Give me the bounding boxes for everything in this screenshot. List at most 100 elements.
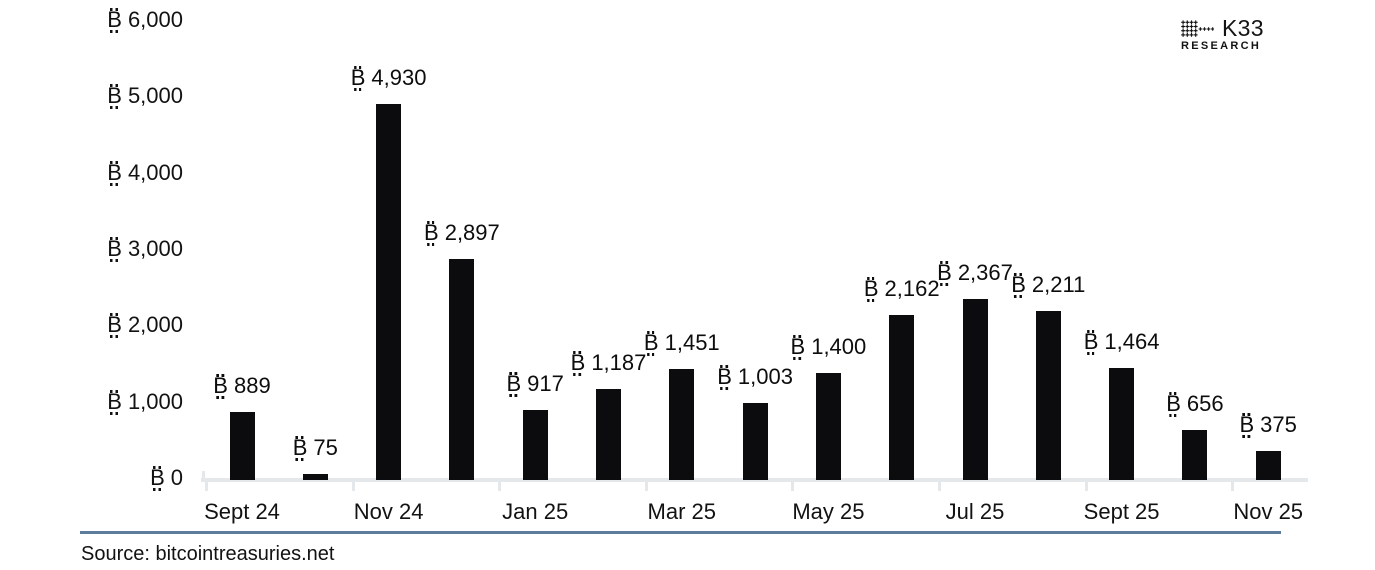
label-value: 4,000 (127, 159, 183, 185)
bitcoin-symbol-icon: B (1239, 412, 1255, 439)
bar-value-label-sept-25: B 1,464 (1083, 329, 1160, 356)
label-value: 2,000 (127, 312, 183, 338)
bar-value-label-jan-25: B 917 (506, 371, 564, 397)
label-value: 1,451 (664, 330, 720, 356)
bar-oct-25 (1182, 429, 1208, 480)
x-axis-tick (351, 481, 355, 491)
bitcoin-symbol-icon: B (292, 435, 308, 462)
label-value: 656 (1186, 390, 1224, 416)
bitcoin-symbol-icon: B (107, 388, 122, 415)
x-axis-label: Sept 25 (1083, 499, 1160, 524)
x-axis-tick (205, 481, 208, 491)
label-value: 2,162 (884, 275, 940, 301)
label-value: 1,400 (811, 334, 867, 360)
label-value: 4,930 (371, 64, 427, 90)
bitcoin-symbol-icon: B (1011, 272, 1026, 299)
y-axis-label: B 6,000 (107, 7, 183, 33)
y-axis-label: B 2,000 (107, 312, 183, 339)
bar-value-label-dec-24: B 2,897 (424, 220, 500, 246)
bitcoin-symbol-icon: B (107, 159, 122, 186)
bar-aug-25 (1035, 311, 1061, 480)
bitcoin-symbol-icon: B (1166, 390, 1181, 417)
label-value: 1,000 (127, 388, 183, 414)
x-axis-label: Nov 24 (353, 499, 424, 524)
bitcoin-symbol-icon: B (937, 260, 952, 287)
bitcoin-symbol-icon: B (107, 7, 122, 33)
y-axis-label: B 5,000 (107, 83, 183, 110)
bitcoin-symbol-icon: B (570, 350, 586, 377)
bitcoin-symbol-icon: B (790, 334, 806, 361)
bar-nov-24 (376, 103, 402, 480)
x-axis-label: Nov 25 (1233, 499, 1304, 524)
bar-apr-25 (742, 403, 768, 480)
bitcoin-symbol-icon: B (107, 236, 122, 262)
label-value: 0 (170, 465, 183, 490)
x-axis-tick (644, 481, 648, 491)
x-axis-tick (791, 481, 795, 491)
logo-subtitle-text: RESEARCH (1181, 40, 1262, 52)
label-value: 75 (313, 435, 338, 461)
bar-value-label-mar-25: B 1,451 (643, 330, 720, 357)
bar-dec-24 (449, 258, 475, 480)
bar-sept-24 (229, 412, 255, 480)
bitcoin-symbol-icon: B (350, 64, 366, 91)
x-axis-line (201, 478, 1308, 482)
x-axis-start-tick (202, 471, 205, 479)
bar-mar-25 (669, 369, 695, 480)
x-axis-tick (938, 481, 941, 491)
bar-value-label-feb-25: B 1,187 (570, 350, 647, 377)
bar-value-label-jul-25: B 2,367 (937, 260, 1013, 287)
x-axis-label: Jan 25 (502, 499, 569, 524)
bar-value-label-aug-25: B 2,211 (1011, 272, 1085, 299)
bitcoin-symbol-icon: B (150, 465, 165, 491)
bitcoin-symbol-icon: B (1083, 329, 1099, 356)
label-value: 917 (527, 371, 564, 396)
bitcoin-symbol-icon: B (424, 219, 439, 246)
y-axis-label: B 1,000 (107, 389, 183, 415)
bitcoin-symbol-icon: B (213, 373, 228, 400)
x-axis-tick (498, 481, 502, 491)
x-axis-tick (1231, 481, 1235, 491)
label-value: 375 (1260, 412, 1297, 438)
x-axis-label: Mar 25 (647, 499, 717, 524)
k33-research-logo: K33 RESEARCH (1181, 15, 1264, 52)
logo-brand-text: K33 (1222, 15, 1264, 41)
bar-oct-24 (302, 474, 328, 480)
bar-nov-25 (1255, 451, 1281, 480)
x-axis-tick (1084, 481, 1088, 491)
bar-jan-25 (522, 410, 548, 480)
y-axis-label: B 4,000 (107, 160, 183, 186)
bitcoin-symbol-icon: B (107, 312, 122, 339)
bar-value-label-jun-25: B 2,162 (864, 276, 940, 302)
label-value: 1,187 (591, 350, 647, 376)
logo-row: K33 (1181, 15, 1264, 41)
bar-value-label-sept-24: B 889 (213, 373, 271, 400)
x-axis-label: Sept 24 (204, 499, 280, 524)
bar-jul-25 (962, 299, 988, 480)
separator-line (80, 531, 1281, 534)
label-value: 889 (233, 373, 271, 399)
bar-value-label-oct-24: B 75 (292, 435, 338, 462)
bar-value-label-apr-25: B 1,003 (717, 364, 793, 391)
bitcoin-symbol-icon: B (506, 371, 522, 397)
bar-value-label-may-25: B 1,400 (790, 334, 867, 361)
label-value: 5,000 (127, 83, 183, 109)
bar-value-label-nov-25: B 375 (1239, 412, 1297, 439)
bar-jun-25 (889, 314, 915, 480)
bar-value-label-nov-24: B 4,930 (350, 64, 427, 91)
label-value: 6,000 (127, 7, 183, 32)
bar-may-25 (815, 373, 841, 480)
label-value: 3,000 (127, 236, 183, 261)
bitcoin-symbol-icon: B (643, 330, 659, 357)
bar-feb-25 (596, 389, 621, 480)
label-value: 1,464 (1104, 329, 1160, 355)
bitcoin-symbol-icon: B (107, 83, 122, 110)
label-value: 2,897 (444, 219, 500, 245)
source-caption: Source: bitcointreasuries.net (81, 543, 335, 565)
k33-dot-grid-logo-icon (1181, 19, 1214, 37)
label-value: 2,367 (957, 260, 1013, 286)
x-axis-label: Jul 25 (945, 499, 1005, 524)
